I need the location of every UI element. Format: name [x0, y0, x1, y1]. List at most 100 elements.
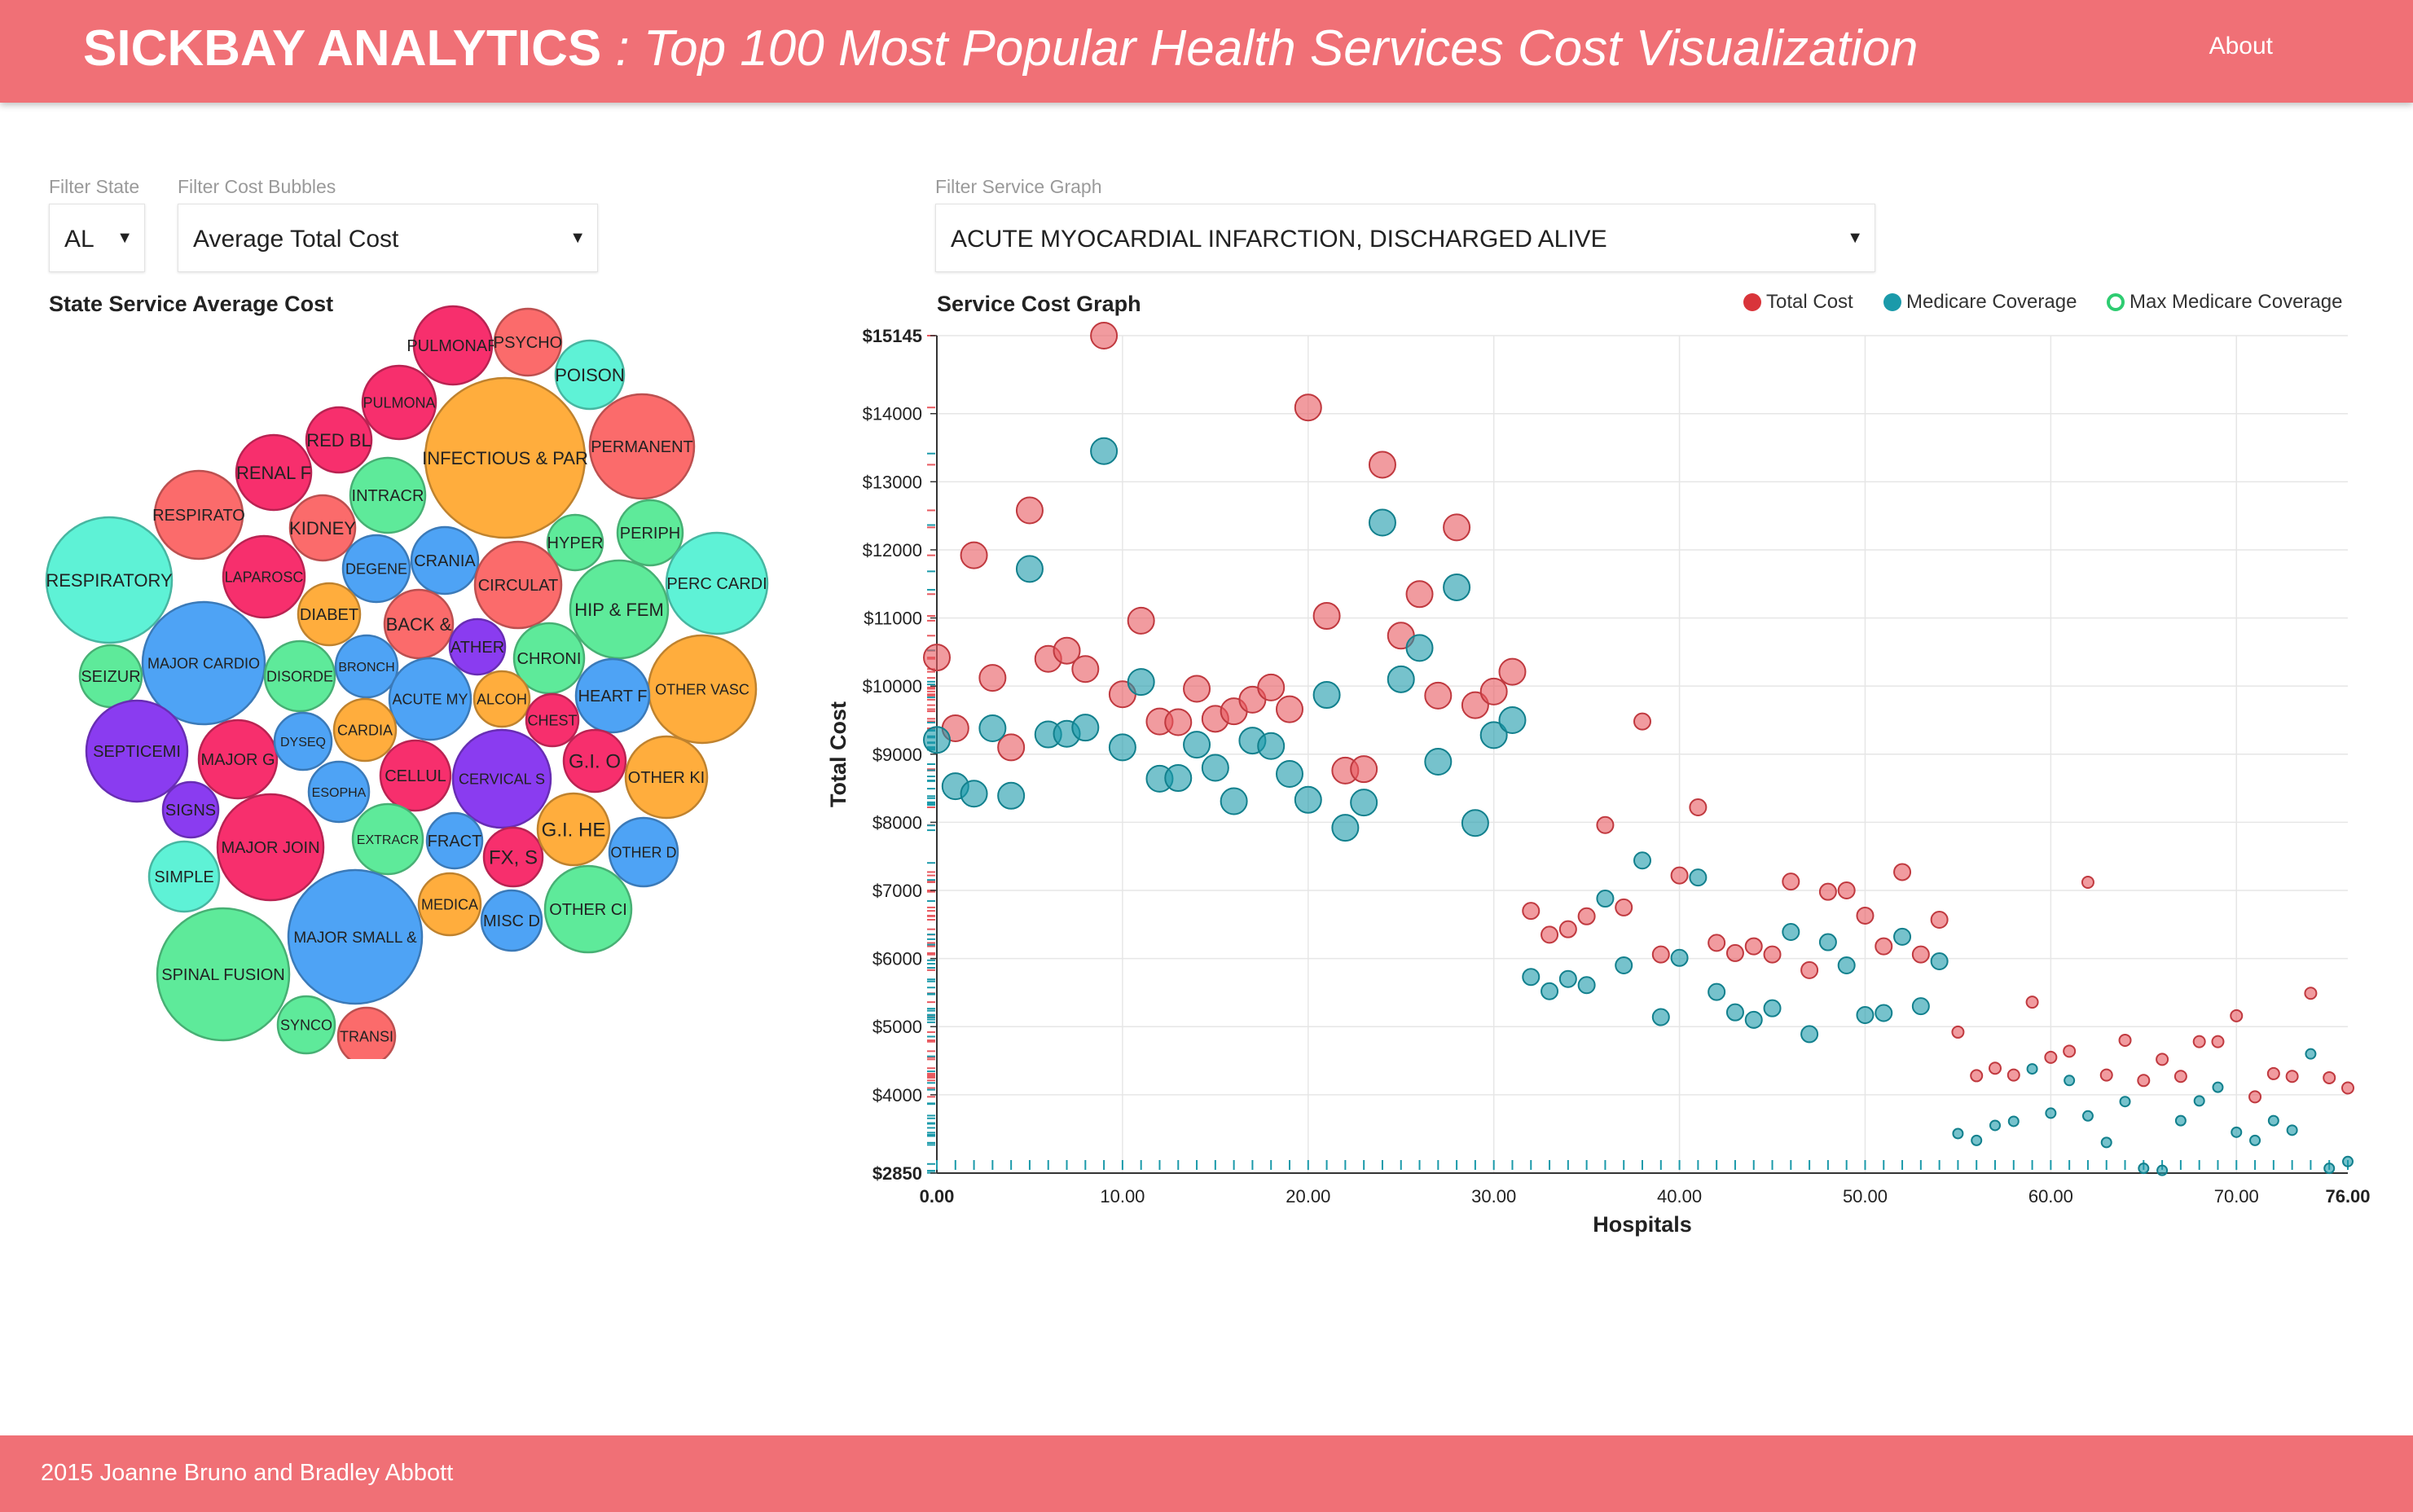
total-cost-point[interactable]	[1368, 451, 1396, 479]
medicare-point[interactable]	[2342, 1155, 2354, 1167]
total-cost-point[interactable]	[1800, 960, 1819, 979]
bubble-45[interactable]: FRACT	[425, 811, 484, 870]
bubble-13[interactable]: RESPIRATORY	[45, 516, 174, 644]
medicare-point[interactable]	[1461, 809, 1489, 837]
bubble-circle[interactable]	[543, 864, 633, 954]
total-cost-point[interactable]	[1541, 925, 1559, 944]
bubble-9[interactable]: RESPIRATO	[152, 469, 245, 560]
medicare-point[interactable]	[1856, 1006, 1875, 1025]
bubble-circle[interactable]	[616, 499, 684, 567]
total-cost-point[interactable]	[2323, 1070, 2336, 1084]
bubble-50[interactable]: MEDICA	[417, 872, 482, 937]
bubble-circle[interactable]	[525, 692, 580, 748]
total-cost-point[interactable]	[2081, 875, 2094, 889]
medicare-point[interactable]	[2100, 1136, 2112, 1149]
total-cost-point[interactable]	[1294, 393, 1322, 422]
total-cost-point[interactable]	[1405, 580, 1434, 609]
total-cost-point[interactable]	[1782, 872, 1800, 891]
bubble-circle[interactable]	[665, 531, 769, 635]
bubble-41[interactable]: SIGNS	[161, 780, 220, 839]
total-cost-point[interactable]	[2044, 1050, 2058, 1064]
total-cost-point[interactable]	[1633, 712, 1651, 731]
medicare-point[interactable]	[1090, 437, 1119, 465]
medicare-point[interactable]	[2007, 1115, 2020, 1127]
medicare-point[interactable]	[1615, 956, 1633, 974]
medicare-point[interactable]	[1071, 714, 1100, 742]
medicare-point[interactable]	[1405, 634, 1434, 662]
medicare-point[interactable]	[1689, 868, 1708, 887]
bubble-10[interactable]: KIDNEY	[288, 494, 356, 562]
bubble-5[interactable]: PERMANENT	[588, 393, 696, 500]
total-cost-point[interactable]	[2099, 1068, 2113, 1082]
bubble-circle[interactable]	[361, 364, 437, 441]
total-cost-point[interactable]	[1164, 708, 1193, 736]
total-cost-point[interactable]	[2192, 1035, 2206, 1048]
bubble-30[interactable]: ALCOH	[472, 670, 531, 728]
medicare-point[interactable]	[1800, 1025, 1819, 1044]
medicare-point[interactable]	[1498, 705, 1527, 734]
total-cost-point[interactable]	[1127, 606, 1155, 635]
bubble-14[interactable]: LAPAROSC	[222, 534, 306, 619]
bubble-circle[interactable]	[235, 433, 313, 512]
bubble-35[interactable]: DYSEQ	[273, 711, 333, 771]
bubble-circle[interactable]	[379, 739, 452, 812]
bubble-circle[interactable]	[336, 1006, 397, 1059]
bubble-circle[interactable]	[161, 780, 220, 839]
filter-service-select[interactable]: ACUTE MYOCARDIAL INFARCTION, DISCHARGED …	[935, 204, 1875, 272]
total-cost-point[interactable]	[1071, 655, 1100, 683]
total-cost-point[interactable]	[1708, 934, 1726, 952]
bubble-circle[interactable]	[608, 816, 679, 888]
bubble-circle[interactable]	[473, 540, 563, 630]
bubble-4[interactable]: INFECTIOUS & PAR	[422, 376, 588, 539]
total-cost-point[interactable]	[997, 733, 1026, 762]
bubble-7[interactable]: RENAL F	[235, 433, 313, 512]
bubble-32[interactable]: CHEST	[525, 692, 580, 748]
total-cost-point[interactable]	[2248, 1090, 2262, 1104]
total-cost-point[interactable]	[1615, 898, 1633, 916]
medicare-point[interactable]	[1875, 1004, 1893, 1022]
bubble-15[interactable]: DEGENE	[341, 534, 411, 604]
medicare-point[interactable]	[1558, 969, 1577, 988]
bubble-circle[interactable]	[493, 307, 563, 377]
medicare-point[interactable]	[997, 781, 1026, 810]
total-cost-point[interactable]	[1651, 945, 1670, 964]
total-cost-point[interactable]	[1015, 496, 1044, 525]
total-cost-point[interactable]	[1818, 882, 1837, 901]
bubble-37[interactable]: G.I. O	[562, 728, 627, 793]
medicare-point[interactable]	[1424, 747, 1453, 776]
medicare-point[interactable]	[1651, 1008, 1670, 1026]
total-cost-point[interactable]	[1596, 815, 1615, 834]
bubble-36[interactable]: CARDIA	[332, 697, 398, 763]
bubble-21[interactable]: BACK &	[383, 588, 455, 660]
total-cost-point[interactable]	[960, 541, 988, 569]
bubble-25[interactable]: DISORDE	[263, 640, 336, 713]
medicare-point[interactable]	[1443, 573, 1471, 601]
medicare-point[interactable]	[923, 726, 951, 754]
bubble-23[interactable]: ATHER	[448, 618, 507, 676]
bubble-circle[interactable]	[305, 406, 373, 474]
total-cost-point[interactable]	[2285, 1070, 2299, 1083]
medicare-point[interactable]	[2026, 1063, 2038, 1075]
total-cost-point[interactable]	[1689, 798, 1708, 817]
bubble-circle[interactable]	[334, 634, 399, 699]
bubble-circle[interactable]	[45, 516, 174, 644]
medicare-point[interactable]	[978, 714, 1007, 743]
bubble-16[interactable]: CRANIA	[410, 525, 480, 596]
bubble-circle[interactable]	[351, 802, 424, 876]
bubble-54[interactable]: MAJOR SMALL &	[287, 868, 424, 1005]
bubble-circle[interactable]	[569, 559, 670, 660]
bubble-33[interactable]: SEPTICEMI	[85, 699, 189, 803]
medicare-point[interactable]	[1522, 968, 1541, 987]
total-cost-point[interactable]	[1763, 945, 1782, 964]
bubble-circle[interactable]	[448, 618, 507, 676]
medicare-point[interactable]	[2267, 1114, 2279, 1127]
medicare-point[interactable]	[2212, 1081, 2224, 1093]
bubble-circle[interactable]	[546, 513, 604, 572]
total-cost-point[interactable]	[1970, 1069, 1984, 1083]
medicare-point[interactable]	[1257, 732, 1286, 760]
bubble-circle[interactable]	[472, 670, 531, 728]
medicare-point[interactable]	[2081, 1110, 2094, 1122]
bubble-circle[interactable]	[156, 907, 291, 1042]
bubble-circle[interactable]	[349, 456, 427, 534]
bubble-51[interactable]: MISC D	[480, 889, 543, 952]
